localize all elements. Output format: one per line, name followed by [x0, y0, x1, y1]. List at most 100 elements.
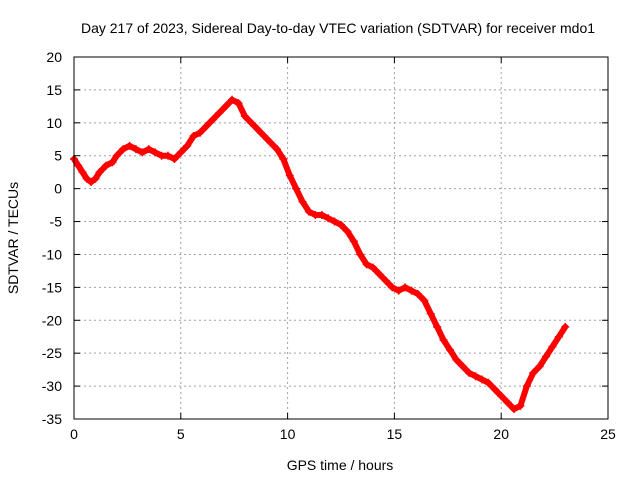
plus-marker	[452, 355, 461, 364]
plot-frame	[73, 56, 609, 420]
plus-marker	[151, 148, 160, 157]
plus-marker	[516, 401, 525, 410]
data-point	[561, 322, 570, 331]
plus-marker	[413, 289, 422, 298]
y-tick-label: 5	[54, 148, 62, 164]
plus-marker	[337, 220, 345, 229]
plus-marker	[542, 352, 551, 361]
plus-marker	[407, 286, 416, 295]
y-tick-label: 20	[46, 49, 62, 65]
plus-marker	[298, 197, 307, 206]
plus-marker	[108, 158, 117, 167]
axis-tick-labels: 0 5 10 15 20 25 -35 -30 -25 -20 -15 -10 -5 0 5 10 15 20	[42, 49, 616, 442]
plus-marker	[240, 112, 249, 121]
plus-marker	[439, 336, 448, 345]
data-point	[279, 155, 293, 179]
x-tick-label: 15	[387, 426, 403, 442]
plus-marker	[163, 151, 172, 160]
plus-marker	[529, 368, 538, 377]
plus-marker	[503, 398, 512, 407]
plus-marker	[510, 405, 519, 414]
plus-marker	[362, 260, 371, 269]
plus-marker	[279, 155, 288, 164]
plus-marker	[247, 118, 256, 127]
plus-marker	[183, 141, 192, 150]
plus-marker	[285, 171, 294, 180]
plus-marker	[176, 148, 185, 157]
data-point	[516, 383, 530, 410]
plus-marker	[304, 207, 313, 216]
y-tick-label: 0	[54, 181, 62, 197]
data-band-segment	[555, 323, 569, 340]
y-tick-label: -20	[42, 312, 62, 328]
plus-marker	[266, 138, 275, 147]
plus-marker	[356, 250, 365, 259]
x-axis-label: GPS time / hours	[287, 457, 394, 473]
plus-marker	[369, 263, 378, 272]
plus-marker	[82, 174, 91, 183]
y-tick-label: -5	[50, 214, 63, 230]
plus-marker	[317, 210, 326, 219]
y-tick-label: -15	[42, 279, 62, 295]
data-point	[349, 237, 364, 258]
plus-marker	[330, 217, 339, 226]
plus-marker	[208, 115, 217, 124]
plus-marker	[554, 332, 563, 341]
plus-marker	[91, 174, 100, 183]
plus-marker	[138, 148, 147, 157]
data-series-mdo1	[70, 95, 570, 414]
plus-marker	[78, 168, 87, 177]
data-point	[433, 322, 447, 344]
plus-marker	[484, 378, 493, 387]
plus-marker	[465, 368, 474, 377]
plus-marker	[260, 131, 269, 140]
plus-marker	[522, 382, 531, 391]
data-point	[554, 323, 569, 341]
x-tick-label: 25	[600, 426, 616, 442]
plus-marker	[272, 145, 281, 154]
plus-marker	[253, 125, 262, 134]
x-tick-label: 20	[493, 426, 509, 442]
x-tick-label: 10	[280, 426, 296, 442]
plus-marker	[343, 227, 352, 236]
plus-marker	[381, 276, 390, 285]
grid-lines	[74, 57, 608, 419]
data-point	[292, 184, 306, 205]
x-tick-label: 5	[177, 426, 185, 442]
y-tick-label: -25	[42, 345, 62, 361]
plus-marker	[125, 141, 134, 150]
y-tick-label: -30	[42, 378, 62, 394]
plus-marker	[401, 283, 410, 292]
data-point	[285, 171, 300, 192]
y-tick-label: -10	[42, 246, 62, 262]
plus-marker	[112, 151, 121, 160]
plus-marker	[324, 214, 333, 223]
plus-marker	[375, 270, 384, 279]
plus-marker	[497, 391, 506, 400]
plus-marker	[170, 155, 179, 164]
plus-marker	[471, 372, 480, 381]
data-point	[420, 296, 434, 317]
plus-marker	[561, 322, 570, 331]
plus-marker	[131, 145, 140, 154]
plus-marker	[102, 161, 111, 170]
plus-marker	[87, 178, 96, 187]
plus-marker	[420, 296, 429, 305]
plus-marker	[196, 128, 205, 137]
plus-marker	[490, 385, 499, 394]
y-tick-label: -35	[42, 411, 62, 427]
plus-marker	[426, 309, 435, 318]
plus-marker	[433, 322, 442, 331]
x-tick-label: 0	[70, 426, 78, 442]
plus-marker	[202, 122, 211, 131]
y-tick-label: 10	[46, 115, 62, 131]
chart-title: Day 217 of 2023, Sidereal Day-to-day VTE…	[81, 20, 595, 36]
data-point	[426, 309, 441, 330]
plus-marker	[477, 375, 486, 384]
plus-marker	[458, 362, 467, 371]
plus-marker	[74, 161, 83, 170]
y-tick-label: 15	[46, 82, 62, 98]
plus-marker	[144, 145, 153, 154]
plus-marker	[215, 108, 224, 117]
